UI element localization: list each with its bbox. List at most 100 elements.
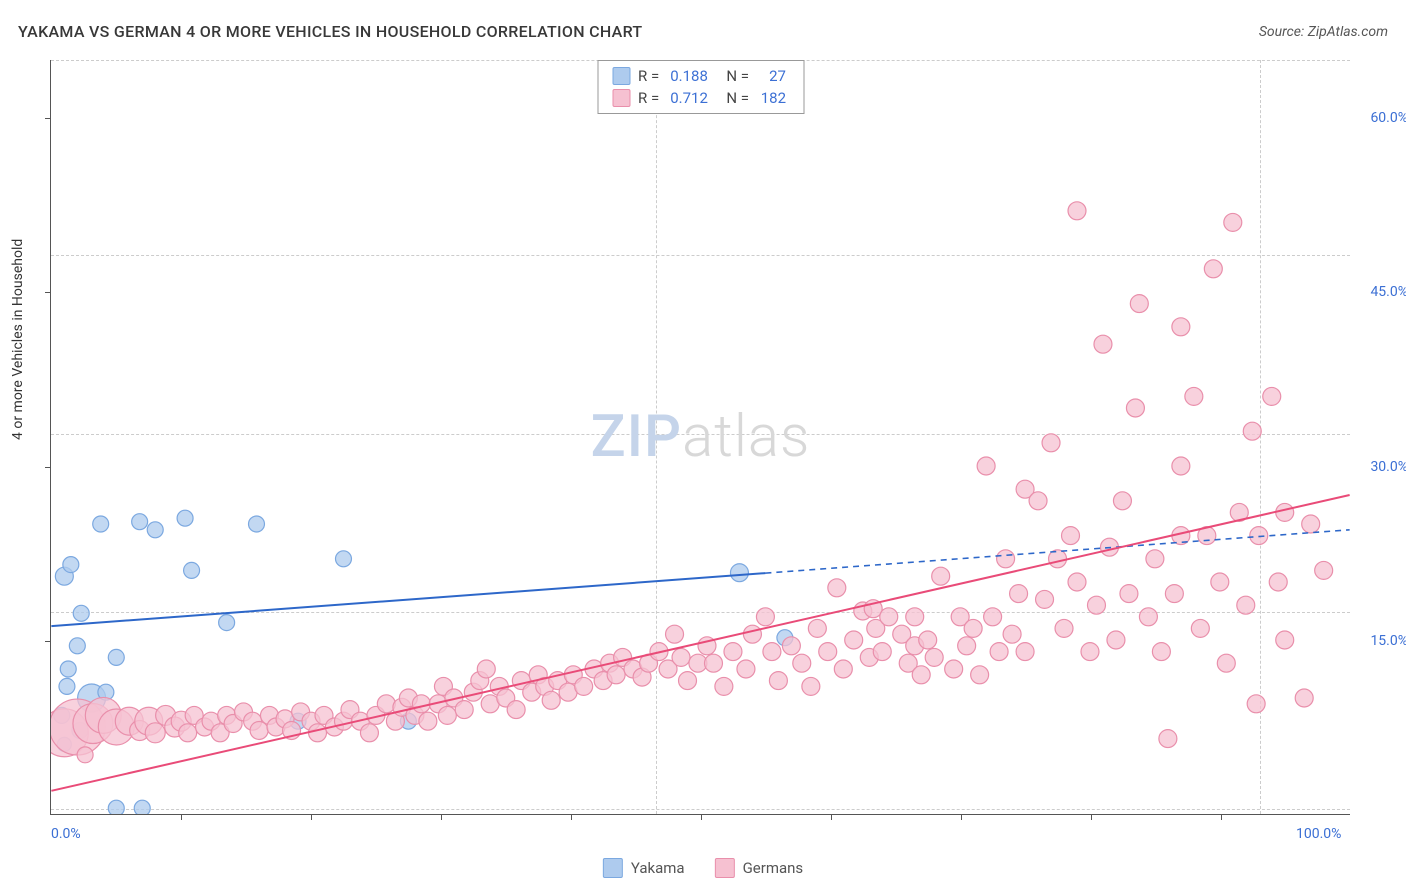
stat-n-yakama: 27 <box>757 65 789 87</box>
data-point <box>1185 387 1203 405</box>
data-point <box>412 695 430 713</box>
data-point <box>912 666 930 684</box>
legend-item-yakama: Yakama <box>603 858 685 878</box>
data-point <box>756 608 774 626</box>
data-point <box>1120 585 1138 603</box>
data-point <box>335 551 351 567</box>
data-point <box>184 562 200 578</box>
data-point <box>819 643 837 661</box>
data-point <box>1029 492 1047 510</box>
data-point <box>990 643 1008 661</box>
chart-plot-area: ZIPatlas R = 0.188 N = 27 R = 0.712 N = … <box>50 60 1350 815</box>
data-point <box>1247 695 1265 713</box>
data-point <box>925 648 943 666</box>
data-point <box>977 457 995 475</box>
data-point <box>438 706 456 724</box>
data-point <box>763 643 781 661</box>
data-point <box>1295 689 1313 707</box>
stats-legend: R = 0.188 N = 27 R = 0.712 N = 182 <box>597 60 804 114</box>
data-point <box>93 516 109 532</box>
data-point <box>715 677 733 695</box>
data-point <box>219 615 235 631</box>
data-point <box>1036 590 1054 608</box>
data-point <box>134 800 150 814</box>
data-point <box>1003 625 1021 643</box>
data-point <box>1237 596 1255 614</box>
data-point <box>958 637 976 655</box>
data-point <box>1016 643 1034 661</box>
data-point <box>1204 260 1222 278</box>
data-point <box>59 678 75 694</box>
x-tick-label: 100.0% <box>1296 826 1341 842</box>
y-tick-label: 45.0% <box>1370 284 1406 300</box>
data-point <box>1165 585 1183 603</box>
data-point <box>906 608 924 626</box>
legend-label-yakama: Yakama <box>631 859 685 877</box>
x-tick-label: 0.0% <box>51 826 81 842</box>
data-point <box>971 666 989 684</box>
data-point <box>419 712 437 730</box>
data-point <box>1159 730 1177 748</box>
data-point <box>997 550 1015 568</box>
data-point <box>145 723 165 743</box>
data-point <box>132 514 148 530</box>
data-point <box>845 631 863 649</box>
data-point <box>932 567 950 585</box>
stats-row-yakama: R = 0.188 N = 27 <box>612 65 789 87</box>
data-point <box>542 691 560 709</box>
data-point <box>1055 619 1073 637</box>
data-point <box>1224 213 1242 231</box>
data-point <box>1107 631 1125 649</box>
data-point <box>808 619 826 637</box>
data-point <box>730 564 748 582</box>
stat-n-germans: 182 <box>757 87 789 109</box>
data-point <box>77 747 93 763</box>
data-point <box>1263 387 1281 405</box>
trend-line <box>51 573 765 626</box>
data-point <box>743 625 761 643</box>
data-point <box>704 654 722 672</box>
data-point <box>507 701 525 719</box>
data-point <box>1302 515 1320 533</box>
data-point <box>782 637 800 655</box>
data-point <box>1315 561 1333 579</box>
data-point <box>984 608 1002 626</box>
data-point <box>1172 457 1190 475</box>
y-tick-label: 30.0% <box>1370 459 1406 475</box>
data-point <box>1172 318 1190 336</box>
data-point <box>672 648 690 666</box>
data-point <box>177 510 193 526</box>
swatch-yakama-icon <box>612 67 630 85</box>
legend-swatch-germans-icon <box>715 858 735 878</box>
chart-header: YAKAMA VS GERMAN 4 OR MORE VEHICLES IN H… <box>18 22 1388 41</box>
scatter-plot-svg <box>51 60 1350 814</box>
data-point <box>309 724 327 742</box>
data-point <box>1139 608 1157 626</box>
data-point <box>1217 654 1235 672</box>
data-point <box>63 557 79 573</box>
stat-r-germans: 0.712 <box>667 87 711 109</box>
data-point <box>880 608 898 626</box>
legend-label-germans: Germans <box>743 859 804 877</box>
data-point <box>1010 585 1028 603</box>
data-point <box>69 638 85 654</box>
data-point <box>250 721 268 739</box>
data-point <box>455 701 473 719</box>
stats-row-germans: R = 0.712 N = 182 <box>612 87 789 109</box>
legend-item-germans: Germans <box>715 858 804 878</box>
data-point <box>1081 643 1099 661</box>
data-point <box>1250 527 1268 545</box>
data-point <box>1269 573 1287 591</box>
stat-r-yakama: 0.188 <box>667 65 711 87</box>
data-point <box>108 649 124 665</box>
trend-line <box>51 495 1349 791</box>
data-point <box>1152 643 1170 661</box>
data-point <box>834 660 852 678</box>
data-point <box>1068 202 1086 220</box>
data-point <box>1276 503 1294 521</box>
data-point <box>873 643 891 661</box>
source-attribution: Source: ZipAtlas.com <box>1259 24 1388 40</box>
bottom-legend: Yakama Germans <box>603 858 803 878</box>
data-point <box>679 672 697 690</box>
data-point <box>1130 295 1148 313</box>
